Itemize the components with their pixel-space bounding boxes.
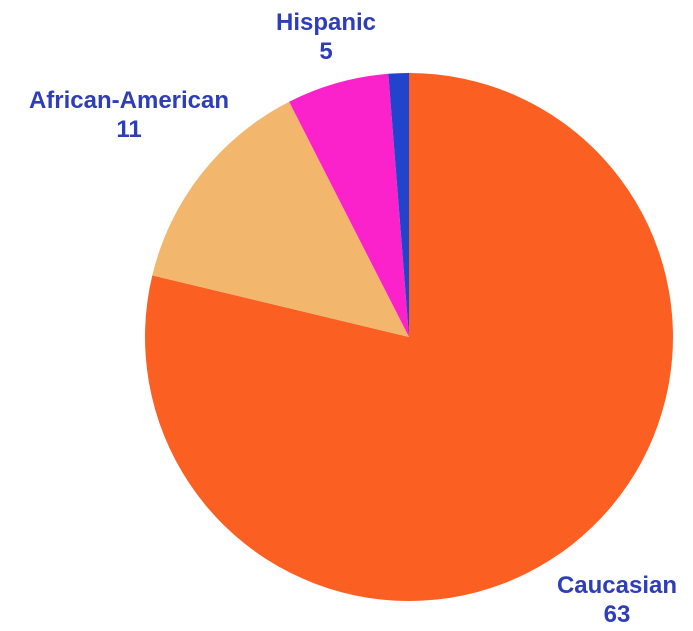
slice-label-hispanic: Hispanic: [276, 9, 376, 36]
pie-slice-african-american: [152, 101, 410, 338]
pie-slice-slice-4: [388, 73, 409, 337]
slice-label-caucasian: Caucasian: [557, 572, 677, 599]
slice-value-hispanic: 5: [319, 38, 332, 65]
pie-slices: [144, 73, 673, 602]
slice-value-african-american: 11: [116, 116, 141, 143]
slice-label-african-american: African-American: [29, 87, 229, 114]
pie-slice-caucasian: [144, 73, 673, 602]
pie-slice-hispanic: [289, 73, 409, 337]
slice-value-caucasian: 63: [604, 601, 631, 628]
